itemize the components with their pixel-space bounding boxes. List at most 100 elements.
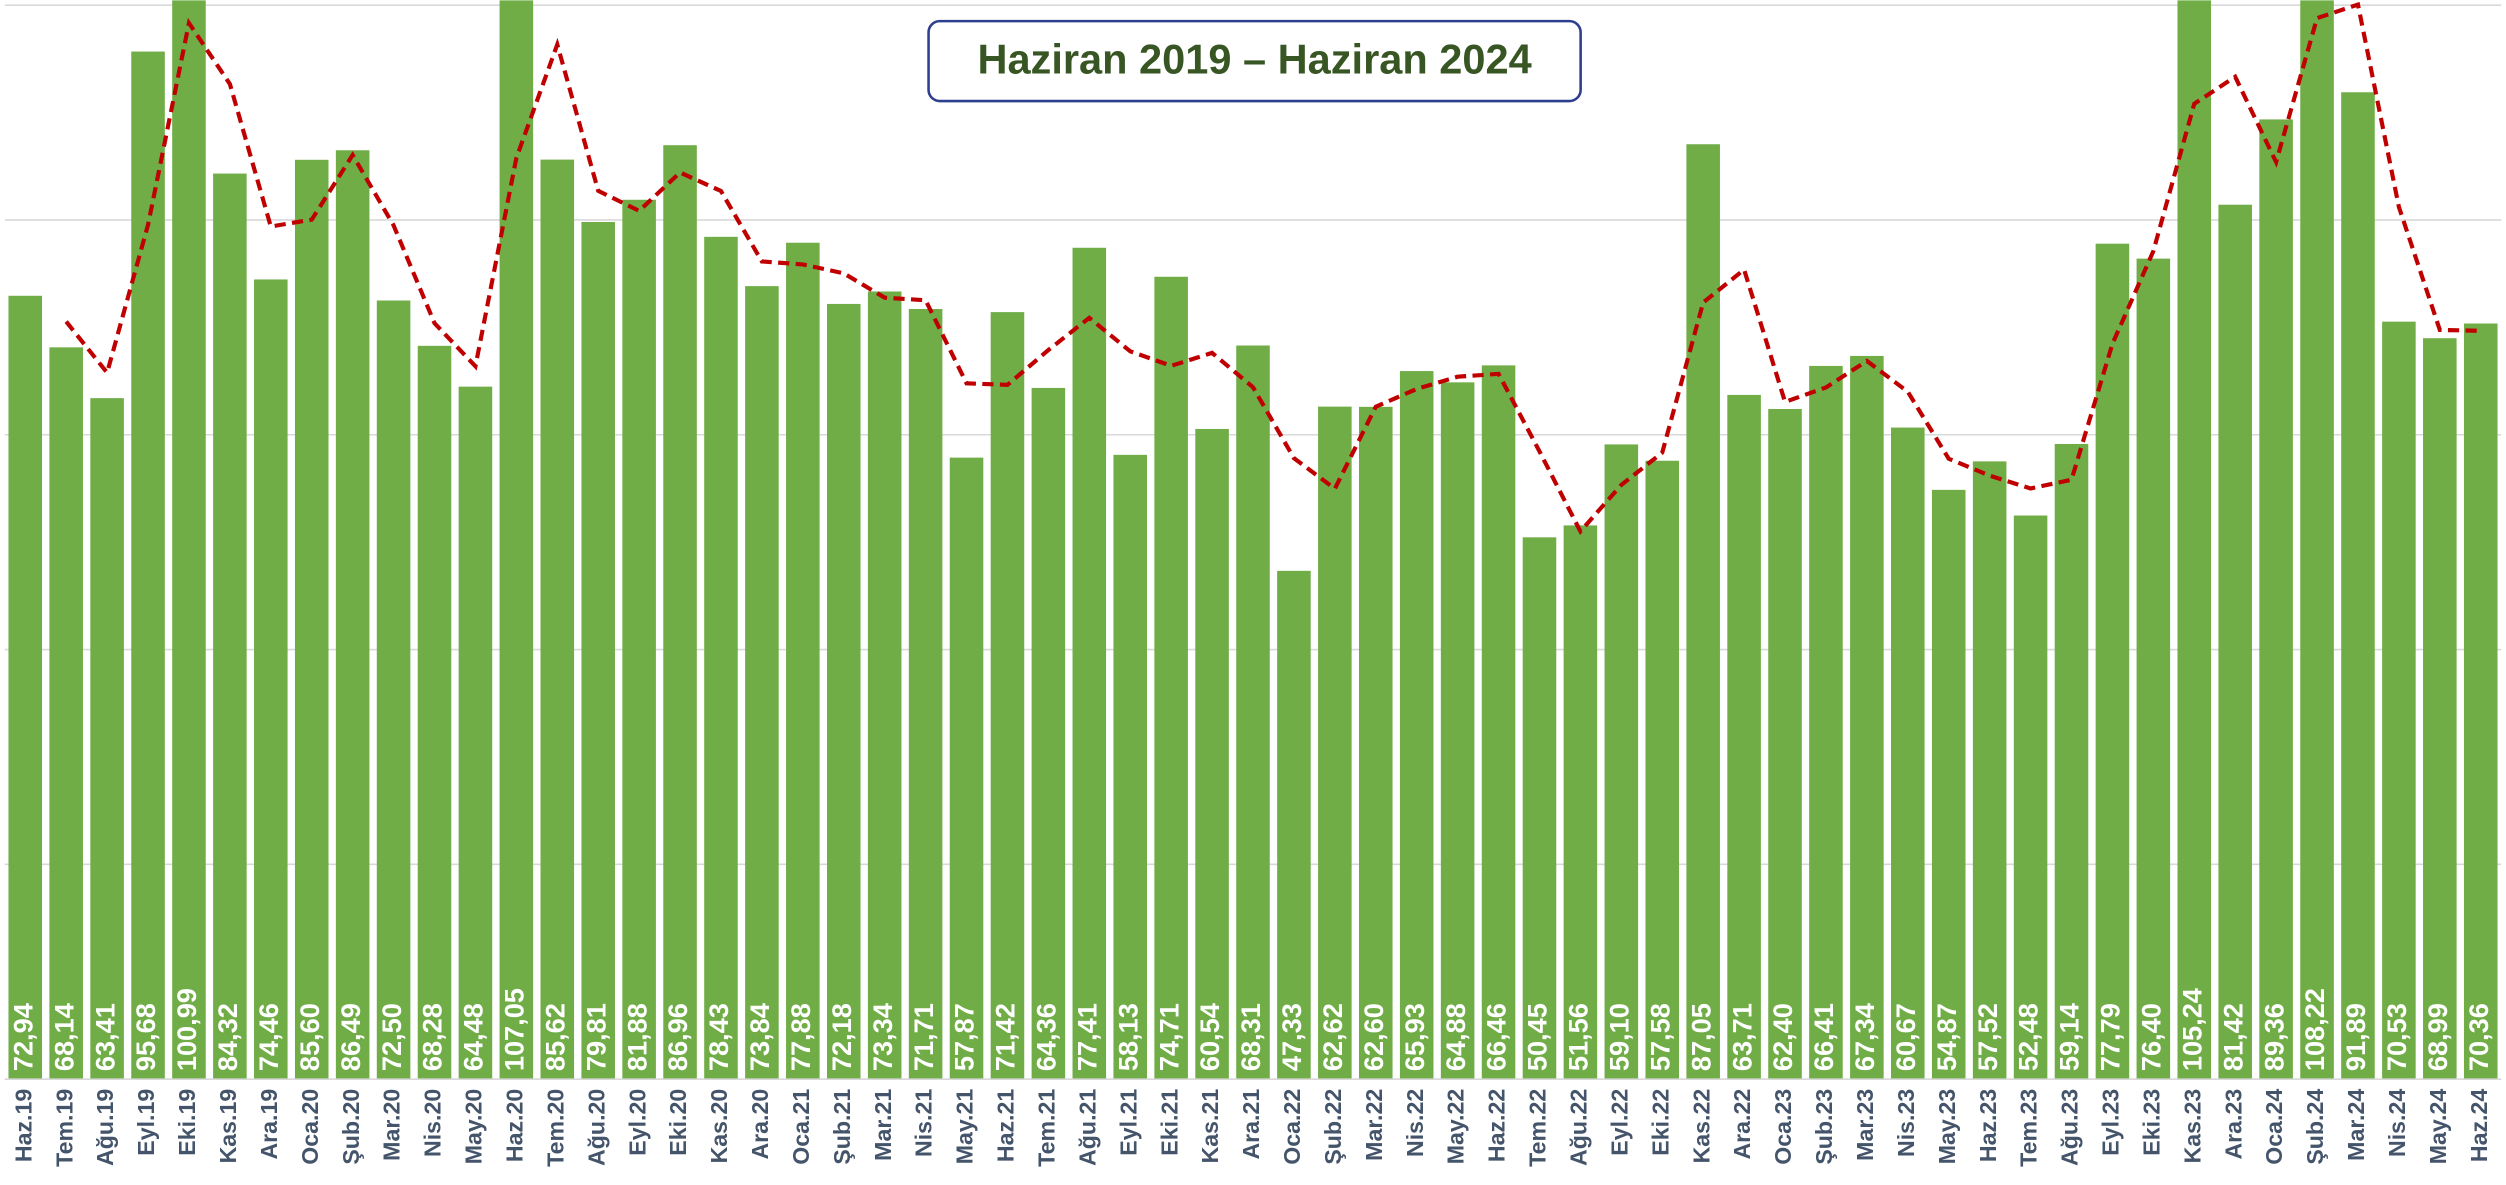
x-tick-label: Mar.24 <box>2343 1089 2369 1161</box>
bar <box>213 173 247 1080</box>
x-tick-label: Haz.19 <box>10 1089 36 1162</box>
data-label: 86,96 <box>662 1003 693 1071</box>
bar <box>1031 387 1066 1080</box>
data-label: 74,46 <box>253 1003 284 1071</box>
x-tick-label: Mar.20 <box>379 1089 405 1161</box>
x-tick-label: May.23 <box>1934 1089 1960 1165</box>
bar <box>1154 276 1188 1080</box>
x-tick-label: Eki.22 <box>1647 1089 1673 1156</box>
x-tick-label: Şub.24 <box>2302 1089 2328 1165</box>
x-tick-label: Eyl.20 <box>624 1089 650 1156</box>
data-label: 68,31 <box>1235 1003 1266 1071</box>
x-tick-label: May.22 <box>1443 1089 1469 1165</box>
data-label: 81,88 <box>621 1003 652 1071</box>
data-label: 57,52 <box>1972 1003 2003 1071</box>
bar <box>745 286 779 1080</box>
x-tick-label: Haz.22 <box>1484 1089 1510 1162</box>
data-label: 95,68 <box>130 1003 161 1071</box>
bar <box>417 345 452 1080</box>
data-label: 73,84 <box>744 1003 775 1071</box>
overlay: Haz.19 Tem.19 Ağu.19 Eyl.19 Eki.19 Kas.19 Ara.… <box>4 1 2502 1167</box>
x-tick-label: Ara.20 <box>747 1089 773 1160</box>
data-label: 68,28 <box>417 1003 448 1071</box>
bar <box>2259 119 2293 1080</box>
x-tick-label: Tem.22 <box>1525 1089 1551 1167</box>
bar <box>1195 428 1229 1080</box>
data-label: 59,10 <box>1603 1003 1634 1071</box>
bar <box>1686 144 1720 1080</box>
data-label: 100,99 <box>171 988 202 1071</box>
data-label: 70,53 <box>2381 1003 2412 1071</box>
bar <box>786 242 820 1080</box>
data-label: 62,62 <box>1317 1003 1348 1071</box>
bar <box>2013 515 2048 1080</box>
data-label: 51,56 <box>1563 1003 1594 1071</box>
x-tick-label: Kas.19 <box>215 1089 241 1164</box>
data-label: 89,36 <box>2258 1003 2289 1071</box>
x-tick-label: Nis.21 <box>911 1089 937 1157</box>
x-tick-label: Kas.21 <box>1197 1089 1223 1164</box>
x-tick-label: Mar.23 <box>1852 1089 1878 1161</box>
x-tick-label: Ağu.22 <box>1566 1089 1592 1166</box>
x-tick-label: Haz.24 <box>2466 1089 2492 1162</box>
data-label: 71,42 <box>990 1003 1021 1071</box>
x-tick-label: Kas.22 <box>1688 1089 1714 1164</box>
data-label: 105,24 <box>2176 988 2207 1071</box>
x-tick-label: Mar.21 <box>870 1089 896 1161</box>
data-label: 63,41 <box>89 1003 120 1071</box>
bar <box>1768 408 1802 1080</box>
bar <box>1358 406 1393 1080</box>
data-label: 68,14 <box>48 1003 79 1071</box>
data-label: 59,14 <box>2054 1003 2085 1071</box>
bar <box>581 221 615 1080</box>
x-tick-label: Eyl.21 <box>1115 1089 1141 1156</box>
bar <box>704 236 738 1080</box>
data-label: 77,41 <box>1071 1003 1102 1071</box>
bar <box>8 295 43 1080</box>
x-tick-label: Kas.23 <box>2179 1089 2205 1164</box>
bar <box>2341 92 2375 1080</box>
bar <box>294 159 329 1080</box>
bar <box>2218 204 2252 1080</box>
bar <box>2095 243 2130 1080</box>
x-tick-label: Şub.21 <box>829 1089 855 1165</box>
bar <box>1277 570 1311 1080</box>
data-label: 62,60 <box>1358 1003 1389 1071</box>
x-tick-label: Tem.20 <box>542 1089 568 1167</box>
data-label: 72,18 <box>826 1003 857 1071</box>
data-label: 47,33 <box>1276 1003 1307 1071</box>
data-label: 77,88 <box>785 1003 816 1071</box>
x-tick-label: Nis.20 <box>420 1089 446 1157</box>
x-tick-label: Ağu.20 <box>583 1089 609 1166</box>
bar <box>990 312 1025 1080</box>
bar <box>1727 394 1761 1080</box>
bar <box>1809 365 1843 1080</box>
bar <box>1972 461 2007 1080</box>
bar <box>2423 338 2457 1080</box>
x-tick-label: Oca.21 <box>788 1089 814 1165</box>
bar <box>335 150 370 1080</box>
x-tick-label: Eki.20 <box>665 1089 691 1156</box>
x-tick-label: Ara.23 <box>2220 1089 2246 1160</box>
bar <box>2463 323 2498 1080</box>
data-label: 91,89 <box>2340 1003 2371 1071</box>
x-tick-label: Haz.20 <box>501 1089 527 1162</box>
x-tick-label: Nis.22 <box>1402 1089 1428 1157</box>
bar <box>622 199 656 1080</box>
bar <box>1604 444 1639 1080</box>
bar <box>2177 0 2212 1080</box>
x-tick-label: Oca.22 <box>1279 1089 1305 1165</box>
data-label: 74,71 <box>1153 1003 1184 1071</box>
bar <box>2300 0 2334 1080</box>
bar <box>1440 382 1475 1080</box>
data-label: 70,36 <box>2463 1003 2494 1071</box>
x-tick-label: Oca.20 <box>297 1089 323 1165</box>
x-tick-label: Mar.22 <box>1361 1089 1387 1161</box>
data-label: 77,79 <box>2095 1003 2126 1071</box>
data-label: 107,05 <box>499 988 530 1071</box>
data-label: 86,49 <box>335 1003 366 1071</box>
x-tick-label: Eyl.22 <box>1606 1089 1632 1156</box>
data-label: 85,62 <box>539 1003 570 1071</box>
